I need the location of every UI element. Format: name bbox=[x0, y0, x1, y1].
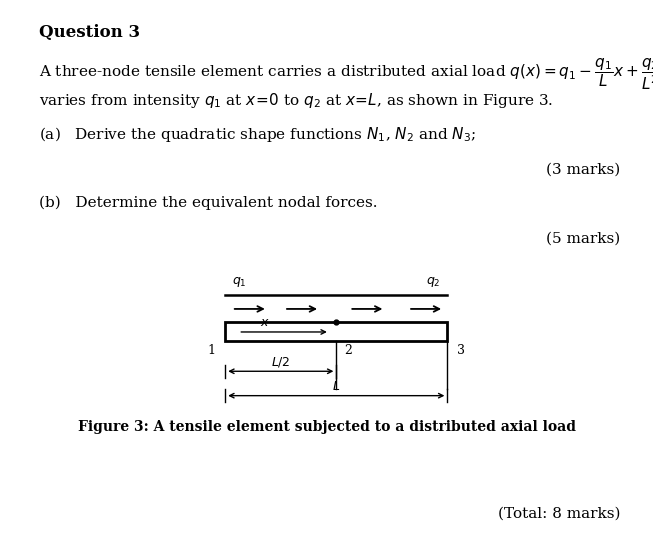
Text: 1: 1 bbox=[208, 344, 215, 357]
Text: $q_2$: $q_2$ bbox=[426, 275, 441, 289]
Text: (Total: 8 marks): (Total: 8 marks) bbox=[498, 507, 620, 521]
Text: Figure 3: A tensile element subjected to a distributed axial load: Figure 3: A tensile element subjected to… bbox=[78, 420, 575, 434]
Text: $x$: $x$ bbox=[259, 317, 270, 329]
Text: Question 3: Question 3 bbox=[39, 24, 140, 41]
Text: (a)   Derive the quadratic shape functions $N_1$, $N_2$ and $N_3$;: (a) Derive the quadratic shape functions… bbox=[39, 125, 476, 144]
Text: varies from intensity $q_1$ at $x\!=\!0$ to $q_2$ at $x\!=\!L$, as shown in Figu: varies from intensity $q_1$ at $x\!=\!0$… bbox=[39, 91, 554, 109]
Text: (b)   Determine the equivalent nodal forces.: (b) Determine the equivalent nodal force… bbox=[39, 195, 377, 210]
Text: (5 marks): (5 marks) bbox=[546, 232, 620, 246]
Text: 3: 3 bbox=[457, 344, 465, 357]
Text: A three-node tensile element carries a distributed axial load $q(x)= q_1 - \dfra: A three-node tensile element carries a d… bbox=[39, 57, 653, 92]
Text: $L$: $L$ bbox=[332, 380, 340, 393]
Text: $L/2$: $L/2$ bbox=[271, 354, 291, 369]
Text: (3 marks): (3 marks) bbox=[546, 163, 620, 177]
Bar bbox=[225, 322, 447, 341]
Text: 2: 2 bbox=[344, 344, 352, 357]
Text: $q_1$: $q_1$ bbox=[232, 275, 246, 289]
